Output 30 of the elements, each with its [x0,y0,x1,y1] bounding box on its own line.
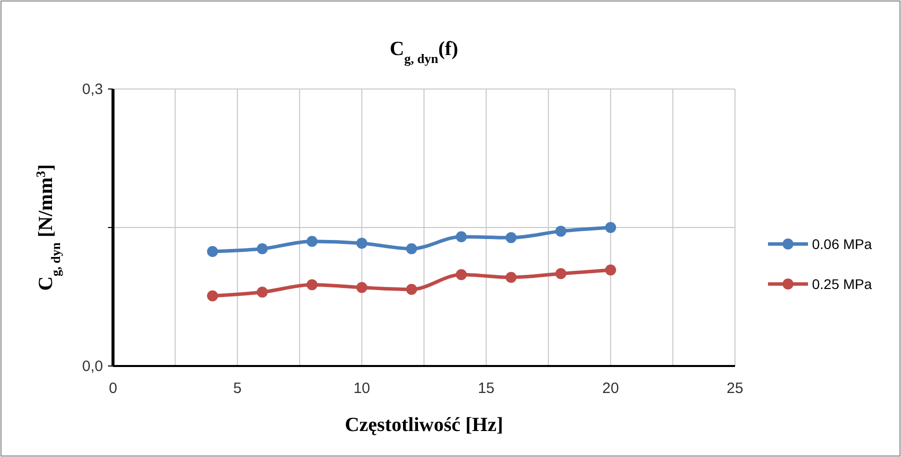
point [207,246,218,258]
point [605,222,616,233]
x-tick-label: 5 [233,380,242,397]
point [207,290,218,302]
point [555,226,566,237]
point [506,272,517,283]
point [256,243,268,254]
point [406,284,418,295]
point [506,232,517,244]
point [456,269,467,280]
x-tick-label: 10 [353,380,370,397]
point [306,279,318,290]
point [555,268,566,280]
point [456,231,467,242]
y-tick-label: 0,0 [82,358,103,375]
x-tick-label: 15 [478,380,495,397]
legend-label: 0.06 MPa [812,236,872,252]
x-tick-label: 25 [726,380,744,397]
point [256,286,268,298]
point [306,236,318,247]
x-tick-label: 20 [602,380,619,397]
y-tick-label: 0,3 [82,81,103,98]
point [356,238,368,249]
chart-title: C$_{g, dyn}$(f) [390,38,458,66]
point [356,282,368,294]
x-tick-label: 0 [108,380,118,397]
point [406,243,418,254]
legend-label: 0.25 MPa [812,276,872,292]
point [605,264,616,276]
x-axis-title: Częstotliwość [Hz] [344,414,504,436]
